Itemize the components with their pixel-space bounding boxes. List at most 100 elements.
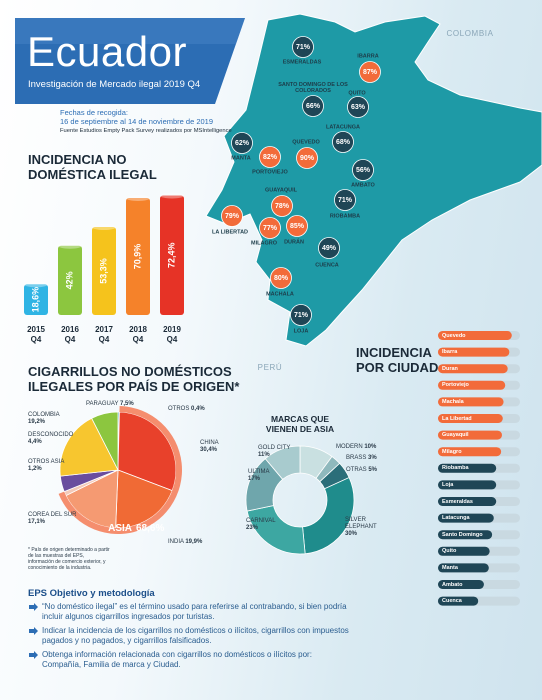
category-label: La Libertad xyxy=(442,415,472,422)
city-label: IBARRA xyxy=(357,53,378,59)
city-label: LOJA xyxy=(294,328,309,334)
slice-label: BRASS 3% xyxy=(346,455,396,462)
slice-label: PARAGUAY 7,5% xyxy=(86,401,146,408)
bubble-value: 71% xyxy=(296,44,311,51)
slice-value: 17% xyxy=(248,476,261,482)
slice-name: GOLD CITY xyxy=(258,445,291,451)
city-bubble xyxy=(318,237,340,259)
category-label: Cuenca xyxy=(442,598,462,605)
slice-label: DESCONOCIDO 4,4% xyxy=(28,432,78,446)
bullet-arrow xyxy=(29,603,38,611)
group-name: ASIA xyxy=(108,523,132,534)
slice-name: CHINA xyxy=(200,440,219,446)
slice-label: OTRAS 5% xyxy=(346,467,396,474)
bubble-value: 71% xyxy=(294,312,309,319)
bar-title: INCIDENCIA NO DOMÉSTICA ILEGAL xyxy=(28,152,157,182)
category-label: Latacunga xyxy=(442,515,470,522)
bar xyxy=(438,430,502,440)
bubble-value: 71% xyxy=(338,197,353,204)
bar xyxy=(438,447,502,457)
bar-top xyxy=(126,195,150,202)
slice-label: MODERN 10% xyxy=(336,444,396,451)
city-bubble xyxy=(221,205,243,227)
city-label: SANTO DOMINGO DE LOS COLORADOS xyxy=(278,82,348,94)
city-label: MILAGRO xyxy=(251,240,278,246)
slice-label: ULTIMA 17% xyxy=(248,469,278,483)
city-title: INCIDENCIA POR CIUDAD xyxy=(356,345,439,375)
city-bubble xyxy=(334,189,356,211)
bubble-value: 79% xyxy=(225,213,240,220)
city-label: GUAYAQUIL xyxy=(265,187,298,193)
slice-label: GOLD CITY 11% xyxy=(258,445,298,459)
bar xyxy=(160,195,184,315)
city-bubble xyxy=(347,96,369,118)
bubble-value: 78% xyxy=(275,203,290,210)
value-label: 53,3% xyxy=(98,258,108,284)
source: Fuente Estudios Empty Pack Survey realiz… xyxy=(60,128,232,134)
slice-value: 0,4% xyxy=(191,406,205,412)
bubble-value: 77% xyxy=(263,225,278,232)
slice-label: OTROS ASIA 1,2% xyxy=(28,459,68,473)
slice-value: 10% xyxy=(364,444,377,450)
slice-label: INDIA 19,9% xyxy=(168,539,228,546)
city-bubble xyxy=(352,159,374,181)
bubble-value: 90% xyxy=(300,155,315,162)
bar-top xyxy=(58,242,82,249)
city-bubble xyxy=(259,217,281,239)
header-subtitle: Investigación de Mercado ilegal 2019 Q4 xyxy=(28,79,201,90)
bar xyxy=(58,245,82,315)
slice-value: 23% xyxy=(246,525,259,531)
city-bubble xyxy=(302,95,324,117)
city-bubble xyxy=(292,36,314,58)
bubble-value: 87% xyxy=(363,69,378,76)
pie-slice xyxy=(91,411,119,471)
category-label: Portoviejo xyxy=(442,382,469,389)
category-label: Guayaquil xyxy=(442,432,469,439)
slice-name: COLOMBIA xyxy=(28,412,60,418)
city-bubble xyxy=(359,61,381,83)
city-bubble xyxy=(286,215,308,237)
bar xyxy=(438,380,506,390)
slice-label: CARNIVAL 23% xyxy=(246,518,286,532)
bar xyxy=(438,463,497,473)
x-tick-label: 2017 Q4 xyxy=(95,325,113,344)
category-label: Quito xyxy=(442,548,457,555)
slice-label: COREA DEL SUR 17,1% xyxy=(28,512,78,526)
value-label: 72,4% xyxy=(166,243,176,269)
slice-name: DESCONOCIDO xyxy=(28,432,74,438)
bar xyxy=(438,497,497,506)
category-label: Milagro xyxy=(442,448,462,455)
country-label: PERÚ xyxy=(258,363,283,372)
donut-slice xyxy=(264,445,301,480)
slice-name: ULTIMA xyxy=(248,469,270,475)
city-label: DURÁN xyxy=(284,238,304,245)
bubble-value: 62% xyxy=(235,140,250,147)
slice-value: 30% xyxy=(345,531,358,537)
slice-value: 5% xyxy=(368,467,378,473)
city-label: CUENCA xyxy=(315,262,339,268)
header-title: Ecuador xyxy=(27,28,187,75)
ecuador-map xyxy=(205,13,542,347)
slice-value: 1,2% xyxy=(28,466,42,472)
bubble-value: 68% xyxy=(336,139,351,146)
slice-name: OTROS xyxy=(168,406,190,412)
bar xyxy=(438,331,512,340)
bar xyxy=(438,397,504,407)
city-bubble xyxy=(270,267,292,289)
bar xyxy=(438,414,503,423)
header-band xyxy=(15,18,245,104)
x-tick-label: 2018 Q4 xyxy=(129,325,147,344)
slice-value: 19,2% xyxy=(28,419,46,425)
city-bubble xyxy=(231,132,253,154)
city-bubble xyxy=(332,131,354,153)
bar xyxy=(92,227,116,315)
city-bubble xyxy=(259,146,281,168)
city-label: LATACUNGA xyxy=(326,124,360,130)
x-tick-label: 2015 Q4 xyxy=(27,325,45,344)
note-item: Indicar la incidencia de los cigarrillos… xyxy=(42,626,349,645)
bar xyxy=(438,596,479,606)
country-label: COLOMBIA xyxy=(446,29,493,38)
bar xyxy=(126,198,150,315)
donut-title: MARCAS QUE VIENEN DE ASIA xyxy=(265,414,335,434)
